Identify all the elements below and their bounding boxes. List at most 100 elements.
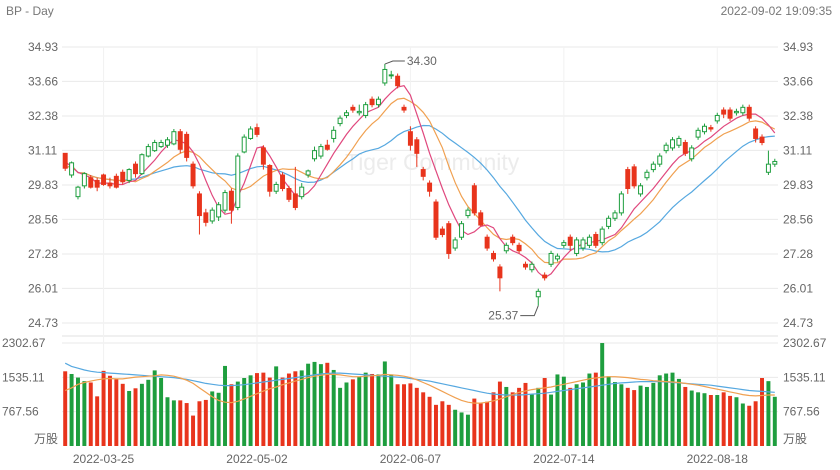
volume-bar bbox=[542, 378, 547, 446]
candle bbox=[401, 104, 407, 113]
candle-up-body bbox=[299, 186, 305, 198]
ma5-line bbox=[64, 85, 776, 279]
candle-down-body bbox=[107, 182, 113, 187]
candle-up-body bbox=[535, 290, 541, 298]
candle-down-body bbox=[721, 109, 727, 115]
volume-bar bbox=[574, 384, 579, 446]
volume-bar bbox=[728, 395, 733, 446]
volume-bar bbox=[517, 387, 522, 446]
candle-down-body bbox=[228, 190, 234, 211]
candle-up-body bbox=[503, 244, 509, 252]
candle bbox=[650, 161, 656, 173]
x-tick-label: 2022-07-14 bbox=[533, 452, 595, 466]
candle-down-body bbox=[184, 133, 190, 158]
volume-bar bbox=[740, 403, 745, 446]
candle bbox=[625, 166, 631, 194]
candle bbox=[478, 210, 484, 227]
candle-down-body bbox=[542, 274, 548, 279]
candle bbox=[459, 220, 465, 240]
candle-down-body bbox=[101, 174, 107, 185]
candle bbox=[682, 139, 688, 157]
volume-bar bbox=[465, 414, 470, 446]
candle-up-body bbox=[618, 193, 624, 214]
volume-bar bbox=[88, 382, 93, 446]
candlesticks bbox=[62, 64, 778, 306]
candle bbox=[733, 108, 739, 116]
candle-down-body bbox=[407, 131, 413, 146]
low-annotation-leader bbox=[520, 305, 539, 317]
candle-up-body bbox=[344, 112, 349, 116]
candle-down-body bbox=[625, 169, 631, 190]
candle bbox=[101, 173, 107, 186]
candle bbox=[113, 173, 119, 189]
y-tick-left: 32.38 bbox=[28, 109, 58, 123]
volume-bar bbox=[133, 388, 138, 446]
candle bbox=[337, 115, 343, 127]
volume-bar bbox=[549, 394, 554, 446]
candle-up-body bbox=[331, 129, 337, 139]
volume-bar bbox=[344, 382, 349, 446]
candle bbox=[88, 174, 94, 189]
volume-bar bbox=[223, 365, 227, 446]
volume-bar bbox=[312, 361, 317, 446]
volume-unit-left: 万股 bbox=[34, 432, 58, 446]
candle-down-body bbox=[254, 127, 260, 135]
volume-bar bbox=[472, 398, 477, 446]
candle-up-body bbox=[695, 129, 701, 138]
y-tick-right: 32.38 bbox=[783, 109, 813, 123]
candle bbox=[561, 239, 567, 249]
volume-bar bbox=[293, 371, 298, 446]
volume-bar bbox=[107, 375, 112, 446]
candle bbox=[580, 237, 586, 251]
volume-bar bbox=[440, 401, 445, 446]
high-annotation-leader bbox=[384, 60, 405, 65]
candle bbox=[133, 161, 138, 178]
y-tick-left: 27.28 bbox=[28, 247, 58, 261]
candle-up-body bbox=[606, 217, 612, 227]
candle bbox=[695, 127, 701, 140]
volume-bar bbox=[651, 382, 656, 446]
volume-tick-right: 767.56 bbox=[783, 405, 820, 419]
candle-up-body bbox=[382, 68, 388, 84]
volume-bar bbox=[127, 390, 132, 446]
candle bbox=[260, 145, 266, 170]
volume-bar bbox=[555, 374, 560, 446]
candle bbox=[772, 158, 778, 167]
volume-bar bbox=[446, 404, 451, 446]
candle bbox=[312, 146, 317, 162]
candle-down-body bbox=[113, 175, 119, 188]
volume-bar bbox=[747, 405, 752, 446]
candle-down-body bbox=[759, 136, 765, 144]
volume-bar bbox=[274, 366, 279, 446]
candle-up-body bbox=[561, 242, 567, 246]
candle-down-body bbox=[133, 163, 138, 175]
x-tick-label: 2022-08-18 bbox=[687, 452, 749, 466]
volume-bar bbox=[120, 383, 125, 446]
candle bbox=[344, 110, 349, 119]
candle-down-body bbox=[350, 106, 356, 111]
volume-bar bbox=[248, 375, 253, 446]
candle-up-body bbox=[689, 147, 695, 160]
candle bbox=[708, 124, 714, 132]
candle bbox=[107, 177, 113, 189]
volume-bar bbox=[536, 387, 541, 446]
candle-down-body bbox=[682, 142, 688, 154]
volume-bar bbox=[753, 401, 758, 446]
candle-up-body bbox=[529, 263, 535, 271]
candle bbox=[759, 134, 765, 146]
candle-down-body bbox=[567, 236, 573, 246]
candle bbox=[318, 143, 324, 159]
candle bbox=[203, 208, 209, 227]
candle-down-body bbox=[177, 131, 183, 150]
candle bbox=[676, 135, 682, 148]
candle-up-body bbox=[548, 252, 554, 265]
candle-up-body bbox=[69, 162, 75, 176]
candle bbox=[586, 234, 592, 249]
candle bbox=[523, 261, 528, 270]
candle-down-body bbox=[433, 201, 439, 238]
volume-bar bbox=[101, 370, 106, 446]
candle bbox=[574, 237, 580, 257]
candle bbox=[69, 161, 75, 178]
y-tick-left: 33.66 bbox=[28, 74, 58, 88]
